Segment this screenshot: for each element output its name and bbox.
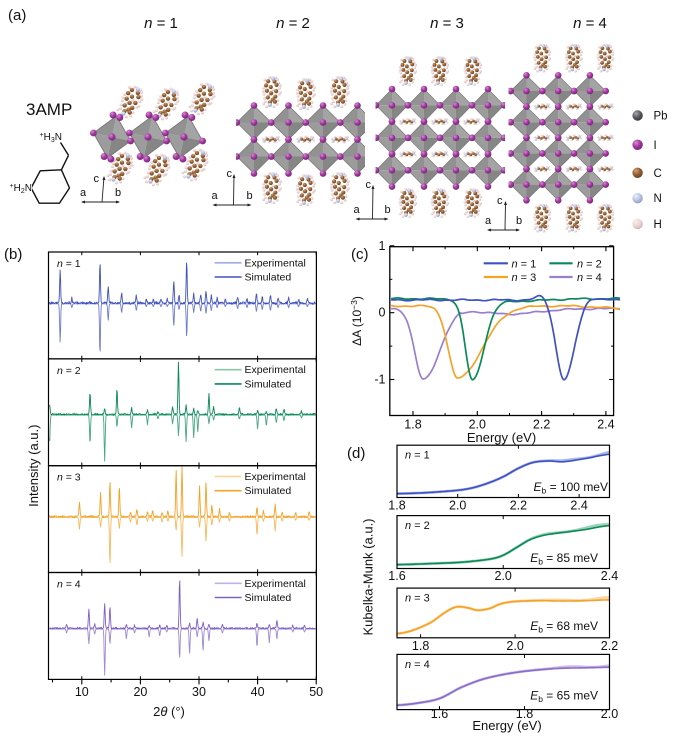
svg-text:b: b bbox=[385, 204, 391, 216]
svg-text:b: b bbox=[516, 215, 522, 227]
svg-text:c: c bbox=[366, 179, 372, 191]
svg-text:Kubelka-Munk (a.u.): Kubelka-Munk (a.u.) bbox=[361, 518, 376, 635]
svg-text:(d): (d) bbox=[347, 445, 365, 462]
svg-text:n = 1: n = 1 bbox=[405, 450, 430, 462]
svg-text:Eb = 85 meV: Eb = 85 meV bbox=[530, 551, 598, 567]
svg-text:2.4: 2.4 bbox=[597, 418, 614, 432]
svg-text:Simulated: Simulated bbox=[245, 592, 292, 604]
svg-text:n = 2: n = 2 bbox=[276, 15, 310, 32]
svg-text:1.8: 1.8 bbox=[516, 707, 533, 721]
svg-text:Energy (eV): Energy (eV) bbox=[472, 718, 541, 733]
svg-text:1.6: 1.6 bbox=[431, 707, 448, 721]
svg-text:2.2: 2.2 bbox=[601, 639, 618, 653]
svg-text:c: c bbox=[94, 173, 100, 185]
svg-text:Eb = 68 meV: Eb = 68 meV bbox=[530, 619, 598, 635]
svg-text:Experimental: Experimental bbox=[245, 578, 306, 590]
svg-text:n = 4: n = 4 bbox=[405, 659, 430, 671]
svg-text:2.0: 2.0 bbox=[449, 498, 466, 512]
svg-text:(c): (c) bbox=[351, 246, 369, 263]
svg-text:2.0: 2.0 bbox=[506, 639, 523, 653]
svg-text:C: C bbox=[654, 168, 662, 180]
svg-text:n = 4: n = 4 bbox=[57, 579, 81, 591]
svg-text:n = 2: n = 2 bbox=[577, 258, 602, 270]
svg-text:1: 1 bbox=[379, 239, 386, 253]
svg-text:1.8: 1.8 bbox=[388, 498, 405, 512]
svg-text:1.8: 1.8 bbox=[412, 639, 429, 653]
svg-text:I: I bbox=[654, 140, 657, 152]
svg-text:2.2: 2.2 bbox=[533, 418, 550, 432]
svg-text:(a): (a) bbox=[8, 7, 26, 24]
svg-text:n = 2: n = 2 bbox=[405, 520, 430, 532]
svg-text:+H2N: +H2N bbox=[10, 183, 32, 195]
svg-text:3AMP: 3AMP bbox=[26, 100, 72, 119]
svg-text:n = 1: n = 1 bbox=[57, 258, 81, 270]
svg-text:c: c bbox=[497, 195, 503, 207]
svg-text:2.0: 2.0 bbox=[469, 418, 486, 432]
svg-text:-1: -1 bbox=[374, 373, 385, 387]
svg-text:N: N bbox=[654, 193, 662, 205]
svg-text:2.0: 2.0 bbox=[601, 707, 618, 721]
svg-text:Simulated: Simulated bbox=[245, 272, 292, 284]
svg-text:a: a bbox=[212, 190, 219, 202]
svg-text:2.4: 2.4 bbox=[601, 569, 618, 583]
svg-text:a: a bbox=[354, 204, 361, 216]
svg-text:20: 20 bbox=[133, 685, 147, 699]
svg-text:Experimental: Experimental bbox=[245, 364, 306, 376]
svg-text:c: c bbox=[227, 168, 233, 180]
svg-text:Energy (eV): Energy (eV) bbox=[467, 430, 536, 445]
svg-text:a: a bbox=[80, 187, 87, 199]
svg-text:2.4: 2.4 bbox=[570, 498, 587, 512]
svg-text:+H3N: +H3N bbox=[40, 132, 62, 144]
svg-text:(b): (b) bbox=[4, 246, 22, 263]
svg-text:2.0: 2.0 bbox=[495, 569, 512, 583]
svg-text:b: b bbox=[247, 190, 253, 202]
svg-text:n = 4: n = 4 bbox=[577, 272, 602, 284]
svg-text:Eb = 65 meV: Eb = 65 meV bbox=[530, 689, 598, 705]
svg-text:n = 3: n = 3 bbox=[430, 15, 464, 32]
svg-text:n = 3: n = 3 bbox=[512, 272, 537, 284]
svg-text:1.6: 1.6 bbox=[388, 569, 405, 583]
svg-text:Intensity (a.u.): Intensity (a.u.) bbox=[26, 425, 41, 507]
svg-text:n = 3: n = 3 bbox=[405, 593, 430, 605]
svg-text:40: 40 bbox=[251, 685, 265, 699]
svg-text:Eb = 100 meV: Eb = 100 meV bbox=[534, 480, 608, 496]
svg-text:Experimental: Experimental bbox=[245, 257, 306, 269]
svg-text:a: a bbox=[485, 215, 492, 227]
svg-text:10: 10 bbox=[75, 685, 89, 699]
svg-text:2.2: 2.2 bbox=[510, 498, 527, 512]
svg-text:n = 1: n = 1 bbox=[512, 258, 537, 270]
svg-text:Pb: Pb bbox=[654, 111, 668, 123]
svg-text:0: 0 bbox=[379, 306, 386, 320]
svg-text:30: 30 bbox=[192, 685, 206, 699]
svg-text:1.8: 1.8 bbox=[404, 418, 421, 432]
svg-text:n = 3: n = 3 bbox=[57, 472, 81, 484]
svg-text:n = 2: n = 2 bbox=[57, 365, 81, 377]
svg-text:50: 50 bbox=[309, 685, 323, 699]
svg-text:n = 4: n = 4 bbox=[573, 15, 607, 32]
svg-text:Simulated: Simulated bbox=[245, 485, 292, 497]
svg-text:n = 1: n = 1 bbox=[144, 15, 178, 32]
svg-text:Simulated: Simulated bbox=[245, 378, 292, 390]
svg-text:Experimental: Experimental bbox=[245, 471, 306, 483]
svg-text:H: H bbox=[654, 219, 662, 231]
svg-text:2θ (°): 2θ (°) bbox=[153, 704, 185, 719]
svg-text:b: b bbox=[115, 187, 121, 199]
